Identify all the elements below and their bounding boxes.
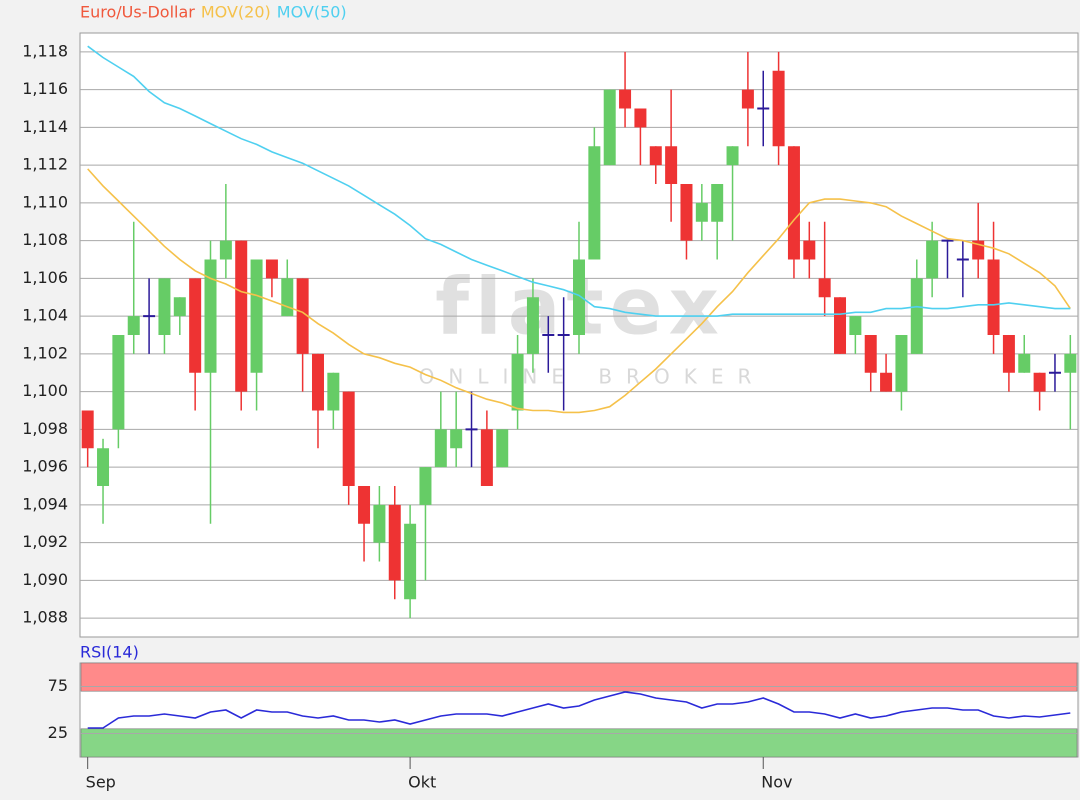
candle-body (910, 278, 923, 354)
candle-body (434, 429, 447, 468)
candle-body (711, 184, 724, 222)
candle-body (419, 467, 432, 505)
y-tick-label: 1,104 (22, 306, 68, 325)
y-tick-label: 1,112 (22, 155, 68, 174)
candle-body (480, 429, 493, 486)
y-tick-label: 1,088 (22, 608, 68, 627)
legend-label: Euro/Us-Dollar (80, 3, 195, 22)
line-series (87, 168, 1071, 414)
candle-body (373, 504, 386, 543)
candle-body (235, 240, 248, 392)
candle-body (511, 353, 524, 411)
candle-body (496, 429, 509, 468)
y-tick-label: 1,100 (22, 381, 68, 400)
candle-body (204, 259, 217, 373)
watermark-tagline: ONLINE BROKER (419, 365, 766, 389)
candle-body (327, 372, 340, 411)
candle-body (250, 259, 263, 373)
candle-body (1033, 372, 1046, 392)
legend-label: MOV(50) (277, 3, 347, 22)
candle-body (603, 89, 616, 166)
candle-body (296, 278, 309, 354)
candle-body (219, 240, 232, 260)
candle-body (526, 297, 539, 354)
candle-body (81, 410, 94, 449)
candle-body (726, 146, 739, 166)
candle-body (1018, 353, 1031, 373)
candle-body (388, 504, 401, 581)
candle-body (588, 146, 601, 260)
candle-body (127, 316, 140, 335)
x-tick-label: Okt (408, 773, 436, 792)
candle-body (634, 108, 647, 128)
y-tick-label: 1,090 (22, 570, 68, 589)
legend-label: MOV(20) (201, 3, 271, 22)
candle-body (450, 429, 463, 449)
y-tick-label: 75 (48, 676, 68, 695)
candle-body (112, 335, 125, 430)
candle-body (619, 89, 632, 109)
candle-body (281, 278, 294, 317)
candle-body (818, 278, 831, 298)
candle-body (158, 278, 171, 335)
candle-body (358, 486, 371, 524)
candle-body (1064, 353, 1077, 373)
y-tick-label: 1,110 (22, 192, 68, 211)
candle-body (404, 523, 417, 600)
candle-body (834, 297, 847, 354)
candle-body (803, 240, 816, 260)
x-tick-label: Sep (86, 773, 116, 792)
candle-body (680, 184, 693, 241)
y-tick-label: 1,098 (22, 419, 68, 438)
x-tick-label: Nov (761, 773, 792, 792)
candle-body (573, 259, 585, 335)
y-tick-label: 1,108 (22, 230, 68, 249)
candle-body (987, 259, 1000, 335)
candle-body (342, 391, 355, 486)
candle-body (895, 335, 908, 392)
candle-body (173, 297, 186, 317)
y-tick-label: 1,106 (22, 268, 68, 287)
y-tick-label: 1,092 (22, 532, 68, 551)
candle-body (741, 89, 754, 109)
y-tick-label: 1,118 (22, 41, 68, 60)
legend-label: RSI(14) (80, 643, 139, 662)
y-tick-label: 1,116 (22, 79, 68, 98)
y-tick-label: 1,096 (22, 457, 68, 476)
line-series (87, 45, 1071, 317)
candle-body (849, 316, 862, 335)
y-tick-label: 1,094 (22, 494, 68, 513)
candle-body (265, 259, 278, 279)
y-tick-label: 25 (48, 723, 68, 742)
candle-body (311, 353, 324, 411)
candle-body (880, 372, 893, 392)
candle-body (189, 278, 202, 373)
candle-body (97, 448, 110, 486)
candle-body (695, 202, 708, 222)
candle-body (649, 146, 662, 166)
candle-body (665, 146, 678, 184)
line-series (87, 691, 1071, 729)
candle-body (787, 146, 800, 260)
y-tick-label: 1,114 (22, 117, 68, 136)
y-tick-label: 1,102 (22, 343, 68, 362)
candle-body (926, 240, 939, 279)
candle-body (772, 70, 785, 147)
candle-body (864, 335, 877, 373)
candle-body (1002, 335, 1015, 373)
